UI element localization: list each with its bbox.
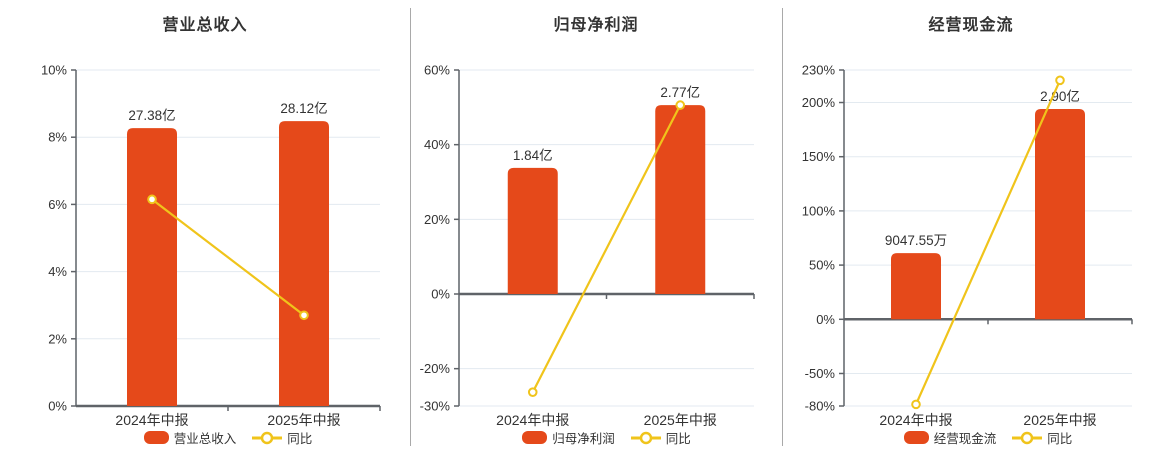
- legend-item-line[interactable]: 同比: [630, 428, 691, 447]
- y-axis-label: 40%: [424, 137, 450, 152]
- legend-line-label: 同比: [287, 432, 313, 446]
- legend-item-bar[interactable]: 经营现金流: [903, 428, 997, 447]
- bar-2025年中报[interactable]: [279, 121, 329, 407]
- y-axis-label: 50%: [809, 258, 835, 273]
- y-axis-label: 100%: [802, 203, 836, 218]
- x-axis-label: 2024年中报: [115, 412, 188, 428]
- bar-value-label: 1.84亿: [513, 148, 553, 163]
- x-axis-label: 2025年中报: [1023, 412, 1096, 428]
- y-axis-label: 150%: [802, 149, 836, 164]
- yoy-marker-2025年中报[interactable]: [1055, 75, 1065, 86]
- x-axis-label: 2025年中报: [267, 412, 340, 428]
- yoy-line[interactable]: [150, 198, 306, 317]
- x-axis-label: 2024年中报: [879, 412, 952, 428]
- legend-bar-label: 营业总收入: [173, 432, 237, 446]
- bar-swatch-icon: [143, 431, 169, 444]
- y-axis-label: 0%: [816, 312, 835, 327]
- y-axis-label: -20%: [420, 361, 451, 376]
- legend: 营业总收入 同比: [76, 428, 380, 447]
- line-marker-icon: [252, 431, 283, 444]
- yoy-line[interactable]: [914, 79, 1062, 406]
- bar-value-label: 2.77亿: [660, 85, 700, 100]
- bar-value-label: 2.90亿: [1040, 89, 1080, 104]
- y-axis-label: 10%: [41, 63, 67, 78]
- chart-panel-cash-flow: 经营现金流 -80% -50% 0% 50% 100% 150% 200% 230% 9047.…: [782, 0, 1160, 450]
- y-axis-label: -30%: [420, 399, 451, 414]
- bar-value-label: 9047.55万: [885, 233, 947, 248]
- y-axis-label: 60%: [424, 63, 450, 78]
- y-axis-label: -50%: [805, 366, 836, 381]
- bar-2025年中报[interactable]: [655, 105, 706, 295]
- chart-title: 经营现金流: [928, 17, 1014, 34]
- bar-swatch-icon: [903, 431, 929, 444]
- yoy-marker-2024年中报[interactable]: [527, 387, 538, 397]
- bar-swatch-icon: [522, 431, 548, 444]
- legend: 归母净利润 同比: [459, 428, 754, 447]
- legend-bar-label: 归母净利润: [552, 432, 615, 446]
- y-axis-label: 6%: [48, 197, 67, 212]
- y-axis-label: 2%: [48, 331, 67, 346]
- legend: 经营现金流 同比: [844, 428, 1132, 447]
- net-profit-chart-plot: -30% -20% 0% 20% 40% 60% 1.84亿 2.77亿 2024年中报 2025…: [420, 63, 755, 428]
- bar-2024年中报[interactable]: [507, 167, 558, 294]
- chart-title: 归母净利润: [553, 17, 639, 34]
- y-axis-label: 0%: [48, 399, 67, 414]
- y-axis-label: -80%: [805, 399, 836, 414]
- legend-item-line[interactable]: 同比: [1012, 428, 1072, 447]
- yoy-marker-2024年中报[interactable]: [147, 194, 157, 205]
- legend-line-label: 同比: [665, 432, 691, 446]
- bar-2025年中报[interactable]: [1035, 109, 1085, 320]
- y-axis-label: 0%: [431, 287, 450, 302]
- bar-value-label: 27.38亿: [128, 108, 175, 123]
- y-axis-label: 4%: [48, 264, 67, 279]
- chart-panel-revenue: 营业总收入 0% 2% 4% 6% 8% 10% 27.38亿 28.12亿 2024年中报 20…: [0, 0, 410, 450]
- legend-line-label: 同比: [1047, 432, 1073, 446]
- bar-value-label: 28.12亿: [280, 101, 327, 116]
- y-axis-label: 230%: [802, 63, 836, 78]
- legend-bar-label: 经营现金流: [933, 432, 997, 446]
- y-axis-label: 20%: [424, 212, 450, 227]
- yoy-marker-2024年中报[interactable]: [911, 399, 921, 410]
- bar-2024年中报[interactable]: [127, 128, 177, 407]
- y-axis-label: 200%: [802, 95, 836, 110]
- line-marker-icon: [630, 431, 661, 444]
- line-marker-icon: [1012, 431, 1043, 444]
- legend-item-bar[interactable]: 营业总收入: [143, 428, 237, 447]
- yoy-line[interactable]: [531, 103, 682, 394]
- yoy-marker-2025年中报[interactable]: [675, 100, 686, 110]
- yoy-marker-2025年中报[interactable]: [299, 310, 309, 321]
- cash-flow-chart-plot: -80% -50% 0% 50% 100% 150% 200% 230% 9047.55万 2.9…: [802, 63, 1133, 428]
- bar-2024年中报[interactable]: [891, 253, 941, 320]
- chart-panel-net-profit: 归母净利润 -30% -20% 0% 20% 40% 60% 1.84亿 2.77亿 2024年…: [410, 0, 782, 450]
- x-axis-label: 2025年中报: [644, 412, 717, 428]
- legend-item-bar[interactable]: 归母净利润: [522, 428, 615, 447]
- revenue-chart-plot: 0% 2% 4% 6% 8% 10% 27.38亿 28.12亿 2024年中报 2025年中报: [41, 63, 381, 428]
- legend-item-line[interactable]: 同比: [252, 428, 312, 447]
- chart-title: 营业总收入: [162, 17, 248, 34]
- y-axis-label: 8%: [48, 130, 67, 145]
- x-axis-label: 2024年中报: [496, 412, 569, 428]
